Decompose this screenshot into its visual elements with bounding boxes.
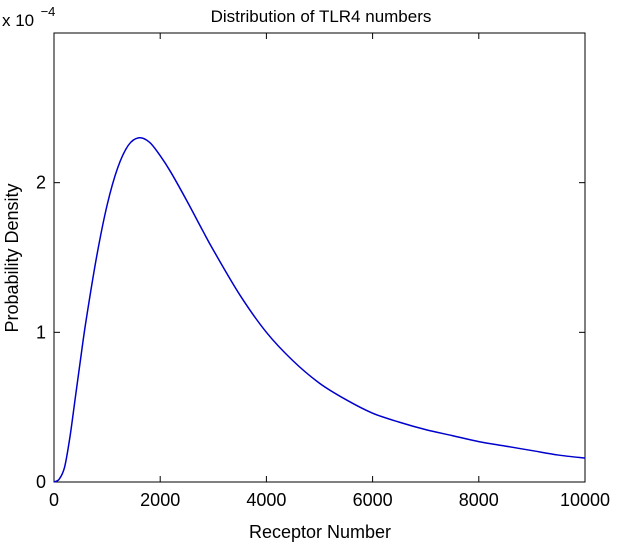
- x-axis-ticks: 0 2000 4000 6000 8000 10000: [49, 33, 610, 510]
- y-multiplier-exponent: −4: [41, 4, 56, 19]
- x-tick-label-4: 8000: [459, 490, 499, 510]
- x-tick-label-1: 2000: [140, 490, 180, 510]
- series-line: [53, 136, 586, 483]
- y-axis-ticks: 0 1 2: [36, 173, 585, 492]
- plot-area: [53, 32, 586, 483]
- x-tick-label-3: 6000: [353, 490, 393, 510]
- y-tick-label-1: 1: [36, 322, 46, 342]
- x-tick-label-2: 4000: [246, 490, 286, 510]
- y-axis-multiplier: x 10 −4: [2, 4, 55, 30]
- y-tick-label-2: 2: [36, 173, 46, 193]
- chart-title: Distribution of TLR4 numbers: [211, 7, 432, 26]
- x-tick-label-0: 0: [49, 490, 59, 510]
- x-tick-label-5: 10000: [560, 490, 610, 510]
- y-tick-label-0: 0: [36, 472, 46, 492]
- y-axis-label: Probability Density: [2, 183, 22, 332]
- y-multiplier-base: x 10: [2, 11, 34, 30]
- x-axis-label: Receptor Number: [249, 522, 391, 542]
